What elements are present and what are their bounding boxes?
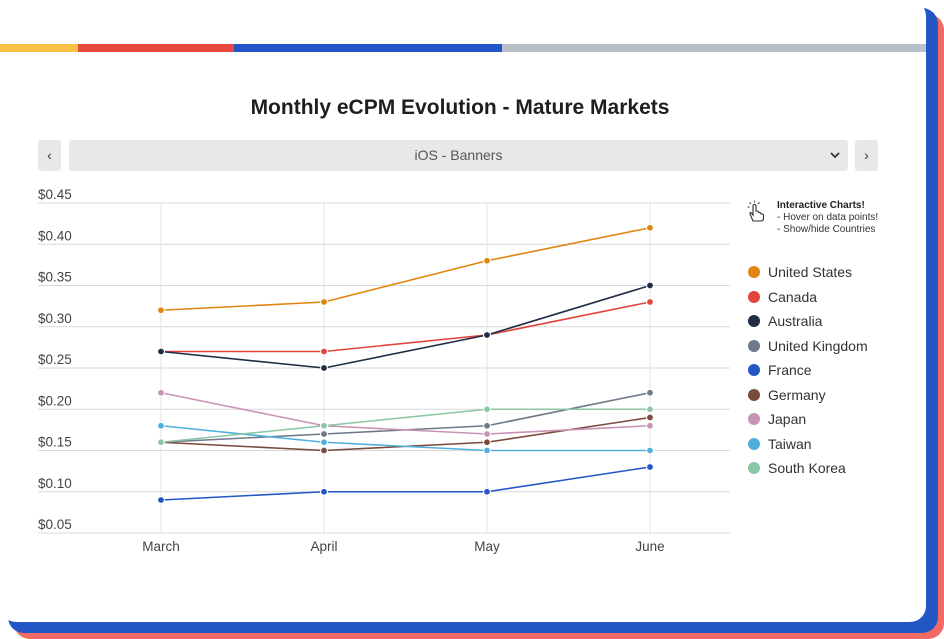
data-point[interactable]: [320, 430, 328, 438]
data-point[interactable]: [483, 421, 491, 430]
data-point[interactable]: [157, 496, 165, 504]
legend-item-france[interactable]: France: [748, 360, 868, 385]
legend-label: Germany: [768, 386, 826, 403]
data-point[interactable]: [483, 438, 491, 447]
data-point[interactable]: [646, 463, 654, 471]
color-strip: [0, 44, 926, 52]
chart-title: Monthly eCPM Evolution - Mature Markets: [250, 96, 670, 119]
data-point[interactable]: [157, 438, 165, 447]
data-point[interactable]: [157, 388, 165, 397]
legend-item-taiwan[interactable]: Taiwan: [748, 434, 868, 459]
data-point[interactable]: [646, 298, 654, 306]
series-line: [160, 226, 651, 312]
data-point[interactable]: [483, 487, 491, 496]
series-line: [160, 466, 651, 501]
data-point[interactable]: [483, 405, 491, 414]
data-point[interactable]: [646, 223, 654, 232]
data-point[interactable]: [646, 446, 654, 455]
y-tick-label: $0.10: [38, 476, 72, 491]
hint-line: - Show/hide Countries: [777, 224, 876, 235]
x-tick-label: June: [635, 539, 664, 554]
x-tick-label: March: [142, 539, 180, 554]
legend-dot: [748, 339, 760, 352]
legend-label: Taiwan: [768, 435, 812, 452]
strip-segment-gray: [502, 44, 926, 52]
legend-item-united-states[interactable]: United States: [748, 262, 868, 287]
strip-segment-blue: [234, 44, 502, 52]
data-point[interactable]: [320, 298, 328, 306]
data-point[interactable]: [483, 331, 491, 339]
strip-segment-red: [78, 44, 234, 52]
legend-label: Australia: [768, 313, 823, 329]
legend-item-canada[interactable]: Canada: [748, 287, 868, 312]
series-line: [160, 416, 651, 452]
data-point[interactable]: [483, 430, 491, 438]
legend-dot: [748, 388, 760, 401]
data-point[interactable]: [320, 421, 328, 430]
chevron-down-icon: [830, 140, 840, 183]
platform-select[interactable]: iOS - Banners: [69, 140, 848, 171]
chevron-left-icon: ‹: [47, 147, 52, 163]
x-tick-label: May: [474, 539, 500, 554]
y-tick-label: $0.40: [38, 228, 72, 243]
legend-item-australia[interactable]: Australia: [748, 311, 868, 336]
line-chart: $0.05 $0.10 $0.15 $0.20 $0.25 $0.30 $0.35 $0.40…: [38, 187, 730, 554]
series-line: [160, 408, 650, 444]
legend-label: United Kingdom: [768, 337, 868, 354]
legend-item-germany[interactable]: Germany: [748, 385, 868, 410]
data-point[interactable]: [320, 347, 328, 356]
data-point[interactable]: [483, 256, 491, 265]
data-point[interactable]: [320, 487, 328, 496]
legend-label: United States: [768, 264, 853, 280]
platform-select-value: iOS - Banners: [414, 147, 503, 163]
legend-dot: [748, 462, 760, 474]
y-tick-label: $0.20: [38, 393, 72, 408]
data-point[interactable]: [157, 421, 165, 430]
legend: United States Canada Australia United Ki…: [748, 262, 868, 483]
hint-line: - Hover on data points!: [777, 212, 879, 223]
legend-label: France: [768, 362, 812, 378]
x-tick-label: April: [310, 539, 337, 554]
legend-dot: [748, 290, 760, 303]
y-tick-label: $0.45: [38, 187, 72, 202]
legend-dot: [748, 364, 760, 376]
series-line: [160, 284, 651, 369]
data-point[interactable]: [646, 405, 654, 414]
data-point[interactable]: [646, 413, 654, 422]
series-line: [161, 301, 651, 353]
data-point[interactable]: [157, 306, 165, 315]
data-point[interactable]: [646, 281, 654, 290]
strip-segment-yellow: [0, 44, 78, 52]
data-point[interactable]: [646, 421, 654, 430]
data-point[interactable]: [483, 446, 491, 455]
legend-label: Japan: [768, 411, 807, 427]
legend-dot: [748, 266, 760, 278]
hint-title: Interactive Charts!: [777, 200, 865, 211]
pointer-hand-icon: [744, 200, 768, 224]
legend-item-japan[interactable]: Japan: [748, 409, 868, 434]
y-tick-label: $0.30: [38, 311, 72, 326]
data-point[interactable]: [646, 388, 654, 397]
legend-label: South Korea: [768, 460, 846, 476]
legend-label: Canada: [768, 288, 818, 305]
prev-button[interactable]: ‹: [38, 140, 61, 171]
legend-item-south-korea[interactable]: South Korea: [748, 458, 868, 483]
data-point[interactable]: [320, 364, 328, 372]
y-tick-label: $0.25: [38, 352, 72, 367]
legend-item-united-kingdom[interactable]: United Kingdom: [748, 336, 868, 361]
chevron-right-icon: ›: [864, 147, 869, 163]
data-point[interactable]: [157, 347, 165, 356]
y-tick-label: $0.15: [38, 435, 72, 450]
data-point[interactable]: [320, 438, 328, 447]
chart-card: Monthly eCPM Evolution - Mature Markets …: [0, 44, 926, 554]
series-line: [160, 391, 651, 435]
y-tick-label: $0.35: [38, 270, 72, 285]
legend-dot: [748, 315, 760, 327]
legend-dot: [748, 437, 760, 450]
y-tick-label: $0.05: [38, 517, 72, 532]
legend-dot: [748, 413, 760, 425]
next-button[interactable]: ›: [855, 140, 878, 171]
data-point[interactable]: [320, 446, 328, 455]
